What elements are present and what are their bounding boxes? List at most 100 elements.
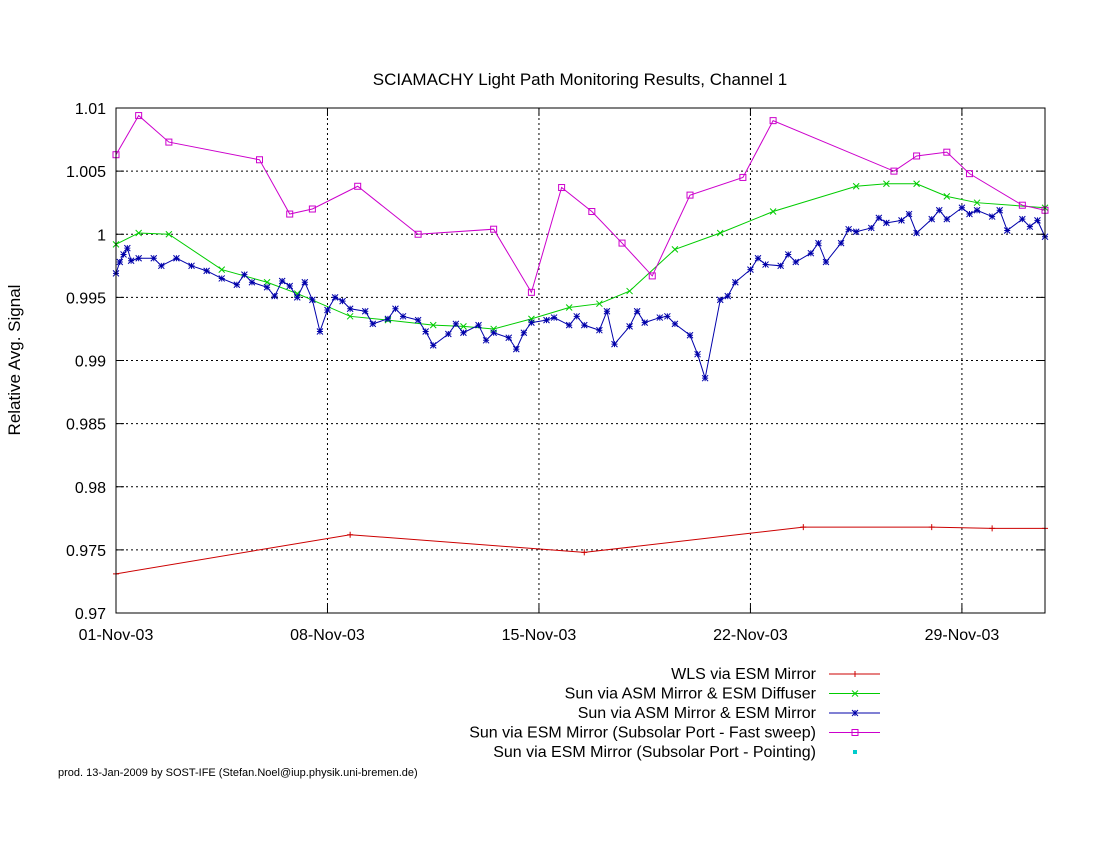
x-tick-label: 29-Nov-03 bbox=[925, 627, 1000, 644]
data-point bbox=[958, 204, 966, 212]
data-point bbox=[301, 278, 309, 286]
y-tick-label: 1.01 bbox=[75, 101, 106, 118]
legend-label: Sun via ESM Mirror (Subsolar Port - Fast… bbox=[469, 725, 816, 742]
x-tick-label: 01-Nov-03 bbox=[79, 627, 154, 644]
data-point bbox=[505, 334, 513, 342]
x-tick-label: 08-Nov-03 bbox=[290, 627, 365, 644]
legend-marker bbox=[851, 729, 859, 736]
data-point bbox=[588, 208, 596, 216]
data-point bbox=[527, 288, 535, 296]
data-point bbox=[135, 112, 143, 120]
data-point bbox=[965, 170, 973, 178]
data-point bbox=[127, 257, 135, 265]
data-point bbox=[966, 210, 973, 218]
series-line bbox=[115, 207, 1046, 379]
data-point bbox=[309, 296, 316, 304]
data-point bbox=[1018, 201, 1026, 209]
data-point bbox=[278, 277, 286, 285]
data-point bbox=[973, 206, 981, 214]
data-point bbox=[346, 312, 354, 320]
x-tick-label: 22-Nov-03 bbox=[713, 627, 788, 644]
series-1 bbox=[113, 524, 1048, 577]
data-point bbox=[286, 282, 294, 290]
data-point bbox=[116, 258, 124, 266]
legend-label: Sun via ASM Mirror & ESM Mirror bbox=[578, 705, 817, 722]
data-point bbox=[460, 329, 467, 337]
series-4 bbox=[112, 112, 1049, 296]
data-point bbox=[905, 210, 913, 218]
data-point bbox=[943, 193, 951, 200]
data-point bbox=[354, 182, 362, 190]
data-point bbox=[800, 524, 807, 531]
data-point bbox=[747, 266, 754, 273]
data-point bbox=[135, 254, 143, 262]
data-point bbox=[1018, 215, 1026, 223]
legend-label: Sun via ESM Mirror (Subsolar Port - Poin… bbox=[493, 744, 816, 761]
data-point bbox=[123, 244, 131, 252]
data-point bbox=[769, 117, 777, 125]
y-tick-label: 0.99 bbox=[75, 354, 106, 371]
data-point bbox=[596, 326, 603, 334]
series-2 bbox=[112, 180, 1049, 333]
y-tick-label: 0.995 bbox=[66, 290, 106, 307]
data-point bbox=[512, 345, 520, 353]
data-point bbox=[120, 251, 127, 258]
data-point bbox=[573, 312, 581, 320]
data-point bbox=[671, 320, 679, 328]
data-point bbox=[558, 184, 566, 192]
data-point bbox=[384, 315, 392, 323]
legend-marker bbox=[852, 671, 858, 677]
data-point bbox=[867, 224, 875, 232]
y-tick-label: 1.005 bbox=[66, 164, 106, 181]
x-tick-label: 15-Nov-03 bbox=[502, 627, 577, 644]
data-point bbox=[686, 191, 694, 199]
data-point bbox=[792, 258, 800, 266]
data-point bbox=[241, 271, 248, 279]
data-point bbox=[444, 330, 452, 338]
data-point bbox=[633, 307, 641, 315]
data-point bbox=[233, 281, 241, 289]
legend-entry: Sun via ESM Mirror (Subsolar Port - Fast… bbox=[469, 725, 880, 742]
data-point bbox=[883, 180, 890, 188]
data-point bbox=[188, 262, 195, 270]
data-point bbox=[1034, 217, 1041, 224]
data-point bbox=[414, 316, 422, 324]
data-point bbox=[256, 156, 264, 164]
legend-entry: WLS via ESM Mirror bbox=[671, 666, 880, 683]
data-point bbox=[293, 294, 301, 301]
data-point bbox=[316, 328, 324, 335]
data-point bbox=[671, 246, 679, 253]
data-point bbox=[626, 287, 633, 295]
data-point bbox=[452, 320, 460, 328]
data-point bbox=[943, 148, 951, 156]
series-3 bbox=[112, 204, 1049, 382]
data-point bbox=[135, 229, 143, 237]
axis-ticks: 1.01 1.005 1 0.995 0.99 0.985 0.98 0.975 0.97 01-… bbox=[66, 101, 1045, 644]
data-point bbox=[528, 319, 535, 326]
data-point bbox=[852, 228, 860, 236]
legend-marker bbox=[851, 690, 859, 697]
data-point bbox=[157, 262, 165, 270]
legend-label: Sun via ASM Mirror & ESM Diffuser bbox=[565, 686, 817, 703]
data-point bbox=[815, 239, 822, 247]
data-point bbox=[731, 278, 739, 286]
data-point bbox=[263, 283, 271, 291]
data-point bbox=[935, 206, 943, 214]
data-point bbox=[724, 292, 732, 300]
data-point bbox=[928, 524, 935, 531]
data-point bbox=[414, 230, 422, 238]
data-point bbox=[460, 323, 467, 330]
data-point bbox=[754, 254, 762, 262]
data-point bbox=[490, 329, 497, 337]
data-point bbox=[543, 316, 550, 324]
data-point bbox=[490, 225, 498, 233]
chart-title: SCIAMACHY Light Path Monitoring Results,… bbox=[373, 70, 788, 89]
data-point bbox=[550, 314, 558, 321]
data-point bbox=[203, 267, 210, 275]
legend-entry: Sun via ASM Mirror & ESM Diffuser bbox=[565, 686, 880, 703]
data-point bbox=[928, 215, 936, 223]
data-point bbox=[165, 230, 173, 238]
data-point bbox=[973, 199, 981, 207]
data-point bbox=[822, 258, 830, 266]
